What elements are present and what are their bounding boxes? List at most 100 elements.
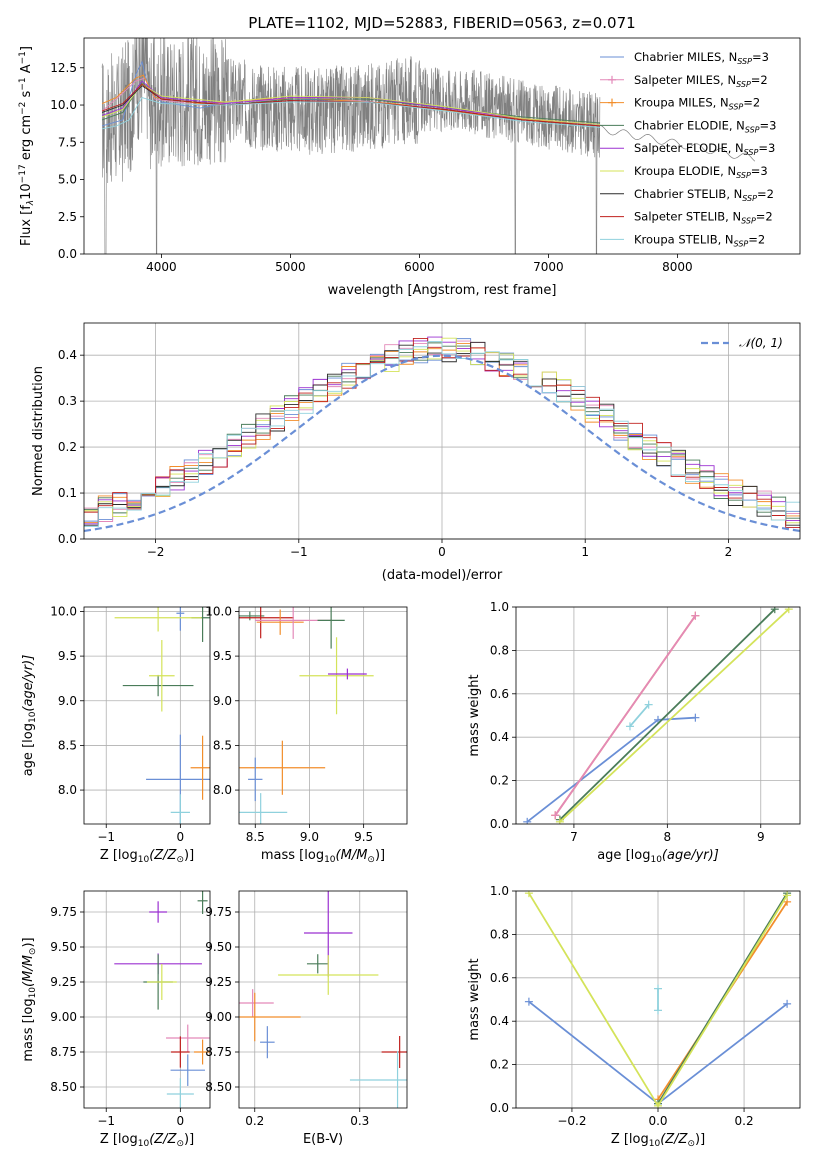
model-spectrum-5	[101, 83, 601, 125]
axes-frame	[238, 890, 408, 1109]
x-tick-label: 9.5	[354, 830, 373, 844]
y-tick-label: 9.25	[50, 975, 77, 989]
legend-entry-part: =3	[752, 50, 769, 64]
x-tick-label: −1	[290, 545, 308, 559]
weight-line-2	[657, 892, 788, 1105]
y-axis-label-part: λ	[26, 200, 36, 206]
chart-title: PLATE=1102, MJD=52883, FIBERID=0563, z=0…	[248, 14, 635, 32]
y-axis-label-part: −17	[18, 164, 28, 183]
legend-entry-part: SSP	[737, 57, 752, 66]
weight-line-3	[559, 608, 776, 821]
x-axis-label-part: ⊙	[176, 855, 184, 865]
y-tick-label: 9.25	[205, 975, 232, 989]
x-tick-label: 2	[725, 545, 733, 559]
y-tick-label: 8.0	[213, 783, 232, 797]
y-tick-label: 10.0	[50, 604, 77, 618]
y-tick-label: 8.50	[50, 1080, 77, 1094]
y-tick-label: 8.5	[213, 738, 232, 752]
x-tick-label: 6000	[404, 260, 435, 274]
y-tick-label: 8.5	[58, 738, 77, 752]
x-axis-label-part: 10	[324, 855, 336, 865]
y-tick-label: 9.50	[50, 940, 77, 954]
y-tick-label: 8.50	[205, 1080, 232, 1094]
residual-plot-area	[84, 336, 800, 533]
x-axis-label-part: )]	[695, 1132, 705, 1147]
x-axis-label-part: ⊙	[687, 1139, 695, 1149]
panel-age-vs-mass: 8.5 9.0 9.5 8.0 8.5 9.0 9.5 10.0 mass [log10(M/M…	[205, 604, 408, 865]
axes-frame	[515, 606, 801, 825]
weight-line-5	[629, 704, 650, 727]
y-axis-label: Normed distribution	[31, 366, 46, 496]
legend-entry-part: =2	[751, 73, 768, 87]
y-tick-label: 1.0	[490, 600, 509, 614]
y-axis-label: mass [log10(M/M⊙)]	[21, 937, 38, 1061]
plot-area	[114, 891, 210, 1108]
y-axis-label: mass weight	[467, 958, 482, 1040]
residual-histogram-8	[84, 341, 800, 528]
x-tick-label: −0.2	[557, 1114, 586, 1128]
y-tick-label: 8.0	[58, 783, 77, 797]
legend-entry: Salpeter ELODIE, NSSP=3	[634, 141, 775, 157]
legend-entry-part: Salpeter MILES, N	[634, 73, 736, 87]
y-tick-label: 0.6	[490, 971, 509, 985]
x-axis-label-part: (Z/Z	[660, 1132, 688, 1147]
y-axis-label-part: (age/yr)]	[21, 655, 36, 712]
x-tick-label: 9.0	[300, 830, 319, 844]
y-tick-label: 7.5	[58, 135, 77, 149]
x-axis-label-part: )]	[184, 1132, 194, 1147]
y-axis-label-part: −2	[18, 102, 28, 115]
y-axis-label-part: Flux [f	[19, 205, 34, 246]
y-tick-label: 10.0	[50, 98, 77, 112]
y-tick-label: 1.0	[490, 884, 509, 898]
y-tick-label: 8.75	[50, 1045, 77, 1059]
axes-frame	[83, 322, 801, 540]
x-axis-label: Z [log10(Z/Z⊙)]	[100, 848, 194, 865]
y-tick-label: 10.0	[205, 604, 232, 618]
plot-area	[523, 607, 793, 824]
x-tick-label: 8000	[662, 260, 693, 274]
x-tick-label: −2	[147, 545, 165, 559]
y-tick-label: 0.0	[58, 247, 77, 261]
y-axis-label: age [log10(age/yr)]	[21, 655, 38, 777]
x-axis-label-part: Z [log	[100, 848, 138, 863]
x-tick-label: 7000	[533, 260, 564, 274]
x-axis-label: Z [log10(Z/Z⊙)]	[611, 1132, 705, 1149]
x-axis-label-part: (Z/Z	[149, 1132, 177, 1147]
x-tick-label: 8	[664, 830, 672, 844]
x-axis-label-part: ⊙	[367, 855, 375, 865]
y-axis-label-part: mass [log	[21, 998, 36, 1061]
y-tick-label: 0.1	[58, 486, 77, 500]
x-axis-label-part: mass [log	[261, 848, 324, 863]
y-tick-label: 0.4	[490, 1014, 509, 1028]
axes-frame	[83, 606, 211, 825]
x-tick-label: −1	[97, 830, 115, 844]
legend-entry: Chabrier STELIB, NSSP=2	[634, 187, 774, 203]
x-axis-label-part: Z [log	[100, 1132, 138, 1147]
legend-entry-part: =3	[751, 164, 768, 178]
y-axis-label-part: ⊙	[28, 948, 38, 956]
legend-entry-part: Salpeter ELODIE, N	[634, 141, 744, 155]
x-axis-label-part: Z [log	[611, 1132, 649, 1147]
gaussian-curve	[84, 354, 800, 533]
x-tick-label: 7	[570, 830, 578, 844]
x-axis-label-part: (Z/Z	[149, 848, 177, 863]
y-axis-label-part: −1	[18, 51, 28, 64]
residual-panel: −2 −1 0 1 2 0.0 0.1 0.2 0.3 0.4 (data-model)/error…	[31, 322, 801, 583]
y-axis-label-part: A	[19, 64, 34, 77]
legend-entry: Salpeter STELIB, NSSP=2	[634, 210, 773, 226]
y-tick-label: 0.0	[58, 532, 77, 546]
axes-frame	[83, 37, 801, 255]
y-axis-label: mass weight	[467, 674, 482, 756]
y-tick-label: 9.0	[213, 694, 232, 708]
x-tick-label: 5000	[275, 260, 306, 274]
y-tick-label: 0.3	[58, 394, 77, 408]
legend-entry: Chabrier ELODIE, NSSP=3	[634, 118, 776, 134]
x-axis-label: wavelength [Angstrom, rest frame]	[328, 283, 557, 298]
observed-spectrum	[101, 38, 601, 254]
y-tick-label: 0.8	[490, 927, 509, 941]
legend-entry-part: Salpeter STELIB, N	[634, 210, 741, 224]
panel-mass-vs-Z: −1 08.508.759.009.259.509.75Z [log10(Z/Z⊙…	[21, 890, 211, 1149]
x-axis-label-part: 10	[138, 1139, 150, 1149]
legend-entry-part: =3	[758, 141, 775, 155]
